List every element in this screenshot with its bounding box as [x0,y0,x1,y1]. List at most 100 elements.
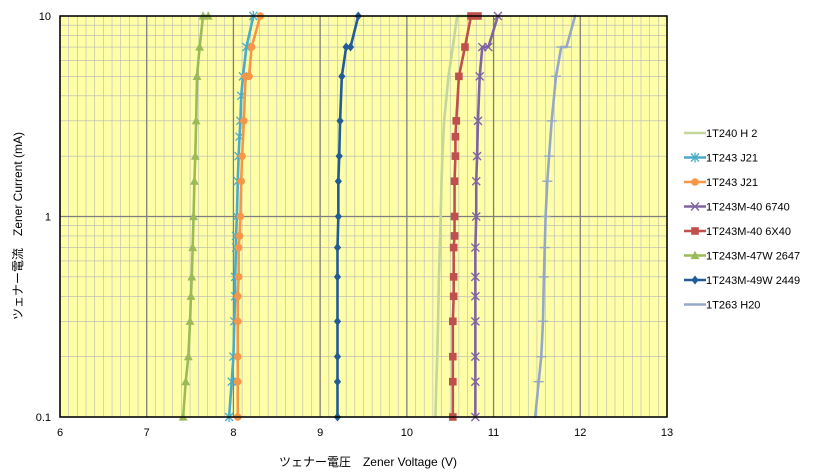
series-line [336,14,360,419]
data-point [185,316,195,325]
legend-item: 1T243M-40 6X40 [684,226,791,238]
x-tick-label: 10 [401,427,413,439]
data-point [449,317,457,326]
data-point [475,71,485,81]
data-point [233,292,242,301]
data-point [450,212,459,221]
data-point [333,316,342,326]
x-tick-label: 8 [230,427,236,439]
data-point [234,273,243,281]
data-point [461,43,469,51]
legend-label: 1T263 H20 [706,300,760,312]
data-point [473,116,483,126]
data-point [333,272,342,282]
legend-label: 1T243 J21 [706,177,758,189]
series-lines [178,11,581,422]
data-point [470,377,480,387]
data-point [452,117,461,125]
data-point [470,316,480,326]
x-tick-label: 6 [57,427,63,439]
x-axis-title: ツェナー電圧 Zener Voltage (V) [279,455,457,469]
x-tick-label: 7 [144,427,150,439]
y-tick-label: 10 [39,11,51,23]
y-axis-title: ツェナー電流 Zener Current (mA) [11,132,25,320]
data-point [450,232,459,240]
tick-labels: 6 7 8 9 10 11 12 13 0.1 1 10 [36,11,673,439]
data-point [235,232,244,240]
data-point [188,242,198,252]
legend-label: 1T240 H 2 [706,128,757,140]
data-point [189,211,198,221]
data-point [333,243,342,253]
data-point [691,227,699,235]
data-point [690,202,700,211]
data-point [191,116,201,125]
series-4 [470,11,503,422]
data-point [470,352,480,362]
data-point [183,351,193,361]
data-point [238,152,246,160]
plot-frame [59,15,668,418]
data-point [449,273,458,281]
data-point [234,243,243,252]
legend-label: 1T243M-49W 2449 [706,275,800,287]
data-point [335,151,343,161]
data-point [472,151,482,161]
series-line [533,14,577,419]
series-line [434,14,476,419]
data-point [346,42,355,52]
legend-item: 1T243 J21 [684,177,758,189]
y-tick-label: 0.1 [36,412,51,424]
data-point [190,176,199,185]
data-point [449,292,458,301]
data-point [338,71,346,81]
data-point [233,377,242,386]
data-point [483,42,493,52]
data-point [471,212,481,221]
x-tick-label: 13 [661,427,673,439]
data-point [450,177,459,185]
data-point [471,176,481,186]
legend-item: 1T263 H20 [684,300,760,312]
data-point [342,42,350,52]
data-point [455,72,463,81]
data-point [233,317,242,326]
data-point [691,275,699,285]
data-point [470,291,480,301]
series-1 [434,14,476,419]
data-point [187,272,197,281]
data-point [190,151,200,160]
legend-item: 1T243M-40 6740 [684,202,790,214]
data-point [691,178,699,186]
legend-label: 1T243M-40 6740 [706,202,790,214]
legend-item: 1T243 J21 [684,152,758,165]
legend-item: 1T240 H 2 [684,128,757,140]
data-point [192,71,202,80]
data-point [333,377,342,387]
data-point [449,352,457,361]
grid [59,15,668,418]
x-tick-label: 11 [488,427,499,439]
y-tick-label: 1 [45,212,51,224]
data-point [233,352,242,361]
data-point [245,72,253,81]
data-point [336,116,344,126]
data-point [181,376,191,386]
data-point [247,43,256,51]
data-point [470,243,480,253]
legend-label: 1T243M-40 6X40 [706,226,791,238]
data-point [449,377,457,386]
data-point [449,243,458,252]
data-point [451,152,460,160]
x-tick-label: 12 [574,427,586,439]
legend-label: 1T243M-47W 2647 [706,251,800,263]
data-point [227,376,237,387]
data-point [470,272,480,282]
data-point [237,177,246,185]
data-point [334,212,342,221]
data-point [451,132,460,141]
data-point [690,152,700,163]
legend-item: 1T243M-49W 2449 [684,275,800,287]
x-tick-label: 9 [317,427,323,439]
